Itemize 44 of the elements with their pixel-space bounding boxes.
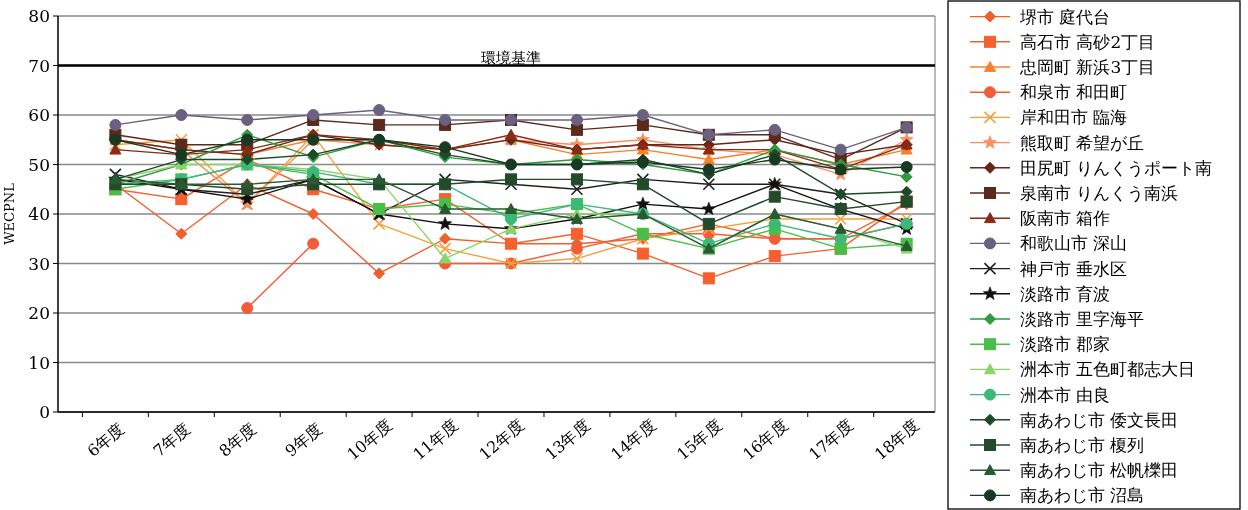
x-tick-label: 7年度: [149, 418, 195, 461]
ref-line-label: 環境基準: [481, 48, 542, 67]
x-tick-label: 11年度: [409, 415, 462, 464]
x-tick-label: 6年度: [83, 418, 129, 461]
legend-label: 洲本市 五色町都志大日: [1020, 359, 1196, 380]
legend-label: 南あわじ市 倭文長田: [1020, 409, 1179, 430]
x-tick-label: 10年度: [343, 415, 396, 464]
legend-label: 南あわじ市 沼島: [1020, 485, 1145, 506]
y-axis-title: WECPNL: [2, 182, 17, 245]
y-tick-label: 50: [28, 154, 50, 175]
y-tick-label: 70: [28, 55, 50, 76]
legend-label: 南あわじ市 松帆櫟田: [1020, 460, 1179, 481]
legend-label: 忠岡町 新浜3丁目: [1019, 57, 1156, 77]
y-tick-label: 20: [28, 303, 50, 323]
x-tick-label: 13年度: [541, 415, 594, 464]
x-tick-label: 16年度: [739, 415, 792, 464]
legend-label: 阪南市 箱作: [1020, 208, 1111, 229]
x-tick-label: 9年度: [281, 418, 326, 461]
x-tick-label: 18年度: [870, 415, 924, 464]
y-tick-label: 80: [28, 6, 50, 26]
x-tick-label: 17年度: [805, 415, 858, 464]
legend-label: 堺市 庭代台: [1019, 6, 1111, 27]
x-tick-label: 15年度: [673, 415, 726, 464]
legend-label: 洲本市 由良: [1020, 384, 1111, 405]
x-tick-label: 14年度: [607, 415, 660, 464]
legend-label: 和歌山市 深山: [1020, 233, 1128, 254]
legend-label: 神戸市 垂水区: [1020, 258, 1128, 279]
legend-label: 岸和田市 臨海: [1020, 107, 1128, 128]
legend-label: 泉南市 りんくう南浜: [1020, 183, 1179, 203]
legend-label: 南あわじ市 榎列: [1020, 435, 1145, 455]
x-tick-label: 12年度: [475, 415, 528, 464]
y-tick-label: 30: [28, 253, 50, 274]
legend-label: 高石市 高砂2丁目: [1020, 31, 1156, 52]
y-tick-label: 40: [28, 204, 50, 224]
y-tick-label: 60: [28, 105, 50, 125]
y-tick-label: 0: [39, 402, 50, 422]
legend-label: 淡路市 郡家: [1020, 334, 1111, 355]
legend-label: 和泉市 和田町: [1020, 82, 1128, 103]
legend-label: 田尻町 りんくうポート南: [1020, 157, 1213, 178]
legend-label: 淡路市 里字海平: [1020, 309, 1145, 329]
x-tick-label: 8年度: [215, 418, 260, 461]
legend-label: 熊取町 希望が丘: [1020, 132, 1145, 153]
y-tick-label: 10: [28, 352, 50, 373]
legend-label: 淡路市 育波: [1020, 283, 1111, 304]
